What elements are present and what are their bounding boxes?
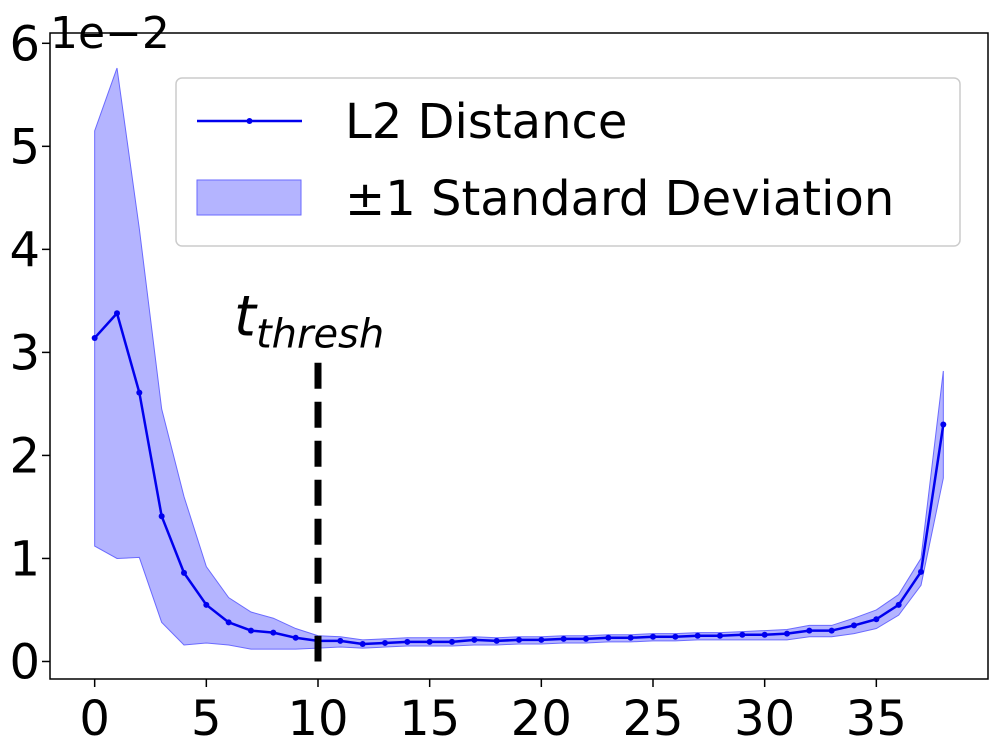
l2-point-13 [382,639,388,646]
l2-point-31 [784,630,790,637]
x-tick-label-35: 35 [846,691,907,747]
y-tick-label-6: 6 [9,16,40,72]
l2-point-3 [158,513,165,520]
x-tick-label-10: 10 [287,691,348,747]
legend-frame [175,77,961,247]
l2-point-30 [761,631,768,638]
l2-point-1 [114,310,120,317]
l2-point-18 [493,637,500,644]
l2-point-27 [694,632,701,639]
l2-point-37 [918,568,924,575]
x-tick-label-5: 5 [191,691,222,747]
l2-point-6 [225,619,232,626]
legend-label-band: ±1 Standard Deviation [345,171,894,227]
l2-point-4 [181,569,187,576]
l2-point-28 [717,632,723,639]
l2-point-8 [270,629,277,636]
std-band-area [94,67,944,650]
axes-layer: 0 5 10 15 20 25 30 35 0 1 2 3 4 5 6 [9,16,989,747]
plot-frame [49,32,989,680]
x-tick-label-0: 0 [79,691,110,747]
threshold-label-main: t [234,285,258,350]
l2-point-24 [627,634,634,641]
l2-point-22 [583,635,589,642]
x-tick-label-25: 25 [622,691,683,747]
l2-point-26 [672,633,679,640]
l2-point-19 [516,636,522,643]
l2-point-17 [471,636,478,643]
y-tick-label-0: 0 [9,634,40,690]
x-tick-label-30: 30 [734,691,795,747]
l2-point-9 [292,634,299,641]
legend: L2 Distance ±1 Standard Deviation [175,77,961,247]
threshold-label-subscript: thresh [256,312,384,358]
x-tick-label-15: 15 [399,691,460,747]
threshold-label: tthresh [234,285,384,358]
threshold-layer: tthresh [234,285,384,662]
l2-point-7 [248,627,254,634]
legend-band-swatch [196,179,302,216]
l2-point-23 [605,634,612,641]
l2-point-20 [538,636,545,643]
y-tick-label-1: 1 [9,531,40,587]
std-band-layer [94,67,944,650]
l2-point-14 [404,638,411,645]
l2-point-25 [650,633,656,640]
x-tick-label-20: 20 [511,691,572,747]
l2-point-32 [806,627,813,634]
l2-point-2 [136,389,143,396]
l2-point-15 [426,638,433,645]
legend-line-marker [246,118,253,124]
l2-point-5 [203,601,210,608]
l2-point-35 [873,616,880,623]
y-tick-label-4: 4 [9,222,40,278]
l2-point-0 [91,334,98,341]
l2-point-29 [739,631,746,638]
l2-point-21 [560,635,567,642]
y-tick-label-3: 3 [9,325,40,381]
l2-point-38 [940,421,947,428]
l2-point-36 [895,601,902,608]
y-tick-label-5: 5 [9,119,40,175]
l2-point-33 [828,627,835,634]
l2-point-16 [449,638,455,645]
y-tick-label-2: 2 [9,428,40,484]
l2-point-11 [337,637,344,644]
legend-label-l2: L2 Distance [345,94,627,150]
l2-point-34 [851,622,857,629]
l2-point-12 [359,640,366,647]
